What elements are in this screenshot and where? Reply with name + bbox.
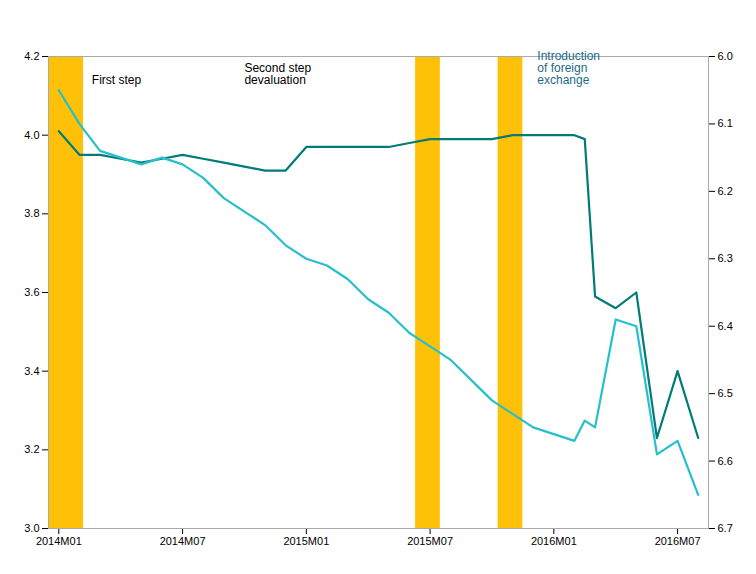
svg-text:6.6: 6.6: [718, 455, 733, 467]
svg-text:2016M01: 2016M01: [531, 535, 577, 547]
svg-text:3.8: 3.8: [24, 207, 39, 219]
svg-text:6.1: 6.1: [718, 117, 733, 129]
svg-text:3.4: 3.4: [24, 365, 39, 377]
svg-text:6.2: 6.2: [718, 185, 733, 197]
svg-text:2016M07: 2016M07: [655, 535, 701, 547]
svg-text:3.2: 3.2: [24, 443, 39, 455]
svg-text:2015M01: 2015M01: [283, 535, 329, 547]
svg-text:6.4: 6.4: [718, 320, 733, 332]
svg-text:Second stepdevaluation: Second stepdevaluation: [244, 61, 311, 87]
svg-text:4.2: 4.2: [24, 50, 39, 62]
svg-text:3.6: 3.6: [24, 286, 39, 298]
svg-text:3.0: 3.0: [24, 522, 39, 534]
svg-text:2014M07: 2014M07: [160, 535, 206, 547]
svg-text:2015M07: 2015M07: [407, 535, 453, 547]
svg-text:Introductionof foreignexchange: Introductionof foreignexchange: [537, 49, 600, 87]
svg-text:4.0: 4.0: [24, 129, 39, 141]
svg-text:6.3: 6.3: [718, 252, 733, 264]
svg-text:First step: First step: [92, 73, 142, 87]
svg-text:6.5: 6.5: [718, 387, 733, 399]
svg-text:6.0: 6.0: [718, 50, 733, 62]
svg-text:2014M01: 2014M01: [36, 535, 82, 547]
svg-text:6.7: 6.7: [718, 522, 733, 534]
